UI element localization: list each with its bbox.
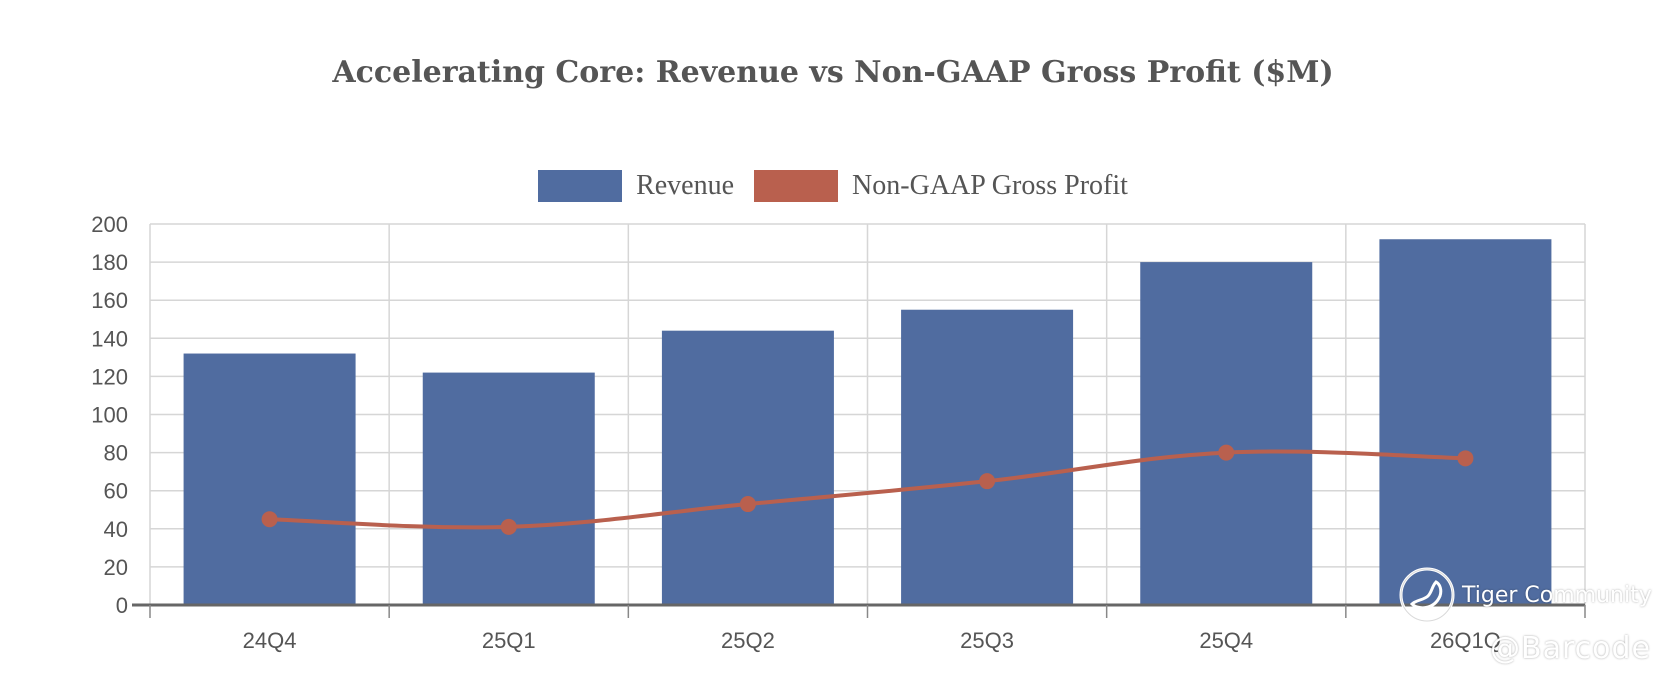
- bar-revenue: [1140, 262, 1313, 605]
- x-tick-label: 25Q4: [1199, 628, 1253, 653]
- legend-swatch-revenue: [538, 170, 623, 202]
- legend-swatch-gross-profit: [754, 170, 839, 202]
- y-tick-label: 180: [91, 250, 128, 275]
- point-gross-profit: [739, 496, 756, 513]
- bar-revenue: [661, 330, 834, 605]
- y-tick-label: 100: [91, 403, 128, 428]
- legend-label-gross-profit: Non-GAAP Gross Profit: [852, 170, 1128, 201]
- bar-revenue: [183, 353, 356, 605]
- y-tick-label: 160: [91, 288, 128, 313]
- x-tick-label: 25Q3: [960, 628, 1014, 653]
- y-tick-label: 120: [91, 364, 128, 389]
- y-tick-label: 80: [104, 441, 128, 466]
- watermark-handle: @Barcode: [1490, 631, 1651, 666]
- point-gross-profit: [1457, 450, 1474, 467]
- line-gross-profit: [269, 449, 1466, 530]
- point-gross-profit: [1218, 444, 1235, 461]
- bar-revenue: [1379, 239, 1552, 606]
- chart-title: Accelerating Core: Revenue vs Non-GAAP G…: [332, 55, 1334, 90]
- legend-item-gross-profit[interactable]: Non-GAAP Gross Profit: [754, 170, 1128, 202]
- y-tick-label: 200: [91, 212, 128, 237]
- x-tick-label: 25Q1: [482, 628, 536, 653]
- y-tick-label: 20: [104, 555, 128, 580]
- y-tick-label: 0: [116, 593, 128, 618]
- legend-item-revenue[interactable]: Revenue: [538, 170, 734, 202]
- tiger-community-logo-icon: [1398, 566, 1456, 624]
- y-tick-label: 40: [104, 517, 128, 542]
- legend-label-revenue: Revenue: [636, 170, 735, 201]
- x-tick-label: 24Q4: [243, 628, 297, 653]
- bar-revenue: [901, 309, 1074, 605]
- x-tick-label: 25Q2: [721, 628, 775, 653]
- watermark-community: Tiger Community: [1462, 583, 1652, 608]
- legend: Revenue Non-GAAP Gross Profit: [0, 170, 1666, 202]
- x-tick-label: 26Q1Q: [1430, 628, 1501, 653]
- bar-revenue: [422, 372, 595, 605]
- point-gross-profit: [979, 473, 996, 490]
- y-tick-label: 60: [104, 479, 128, 504]
- y-tick-label: 140: [91, 326, 128, 351]
- point-gross-profit: [261, 511, 278, 528]
- point-gross-profit: [500, 518, 517, 535]
